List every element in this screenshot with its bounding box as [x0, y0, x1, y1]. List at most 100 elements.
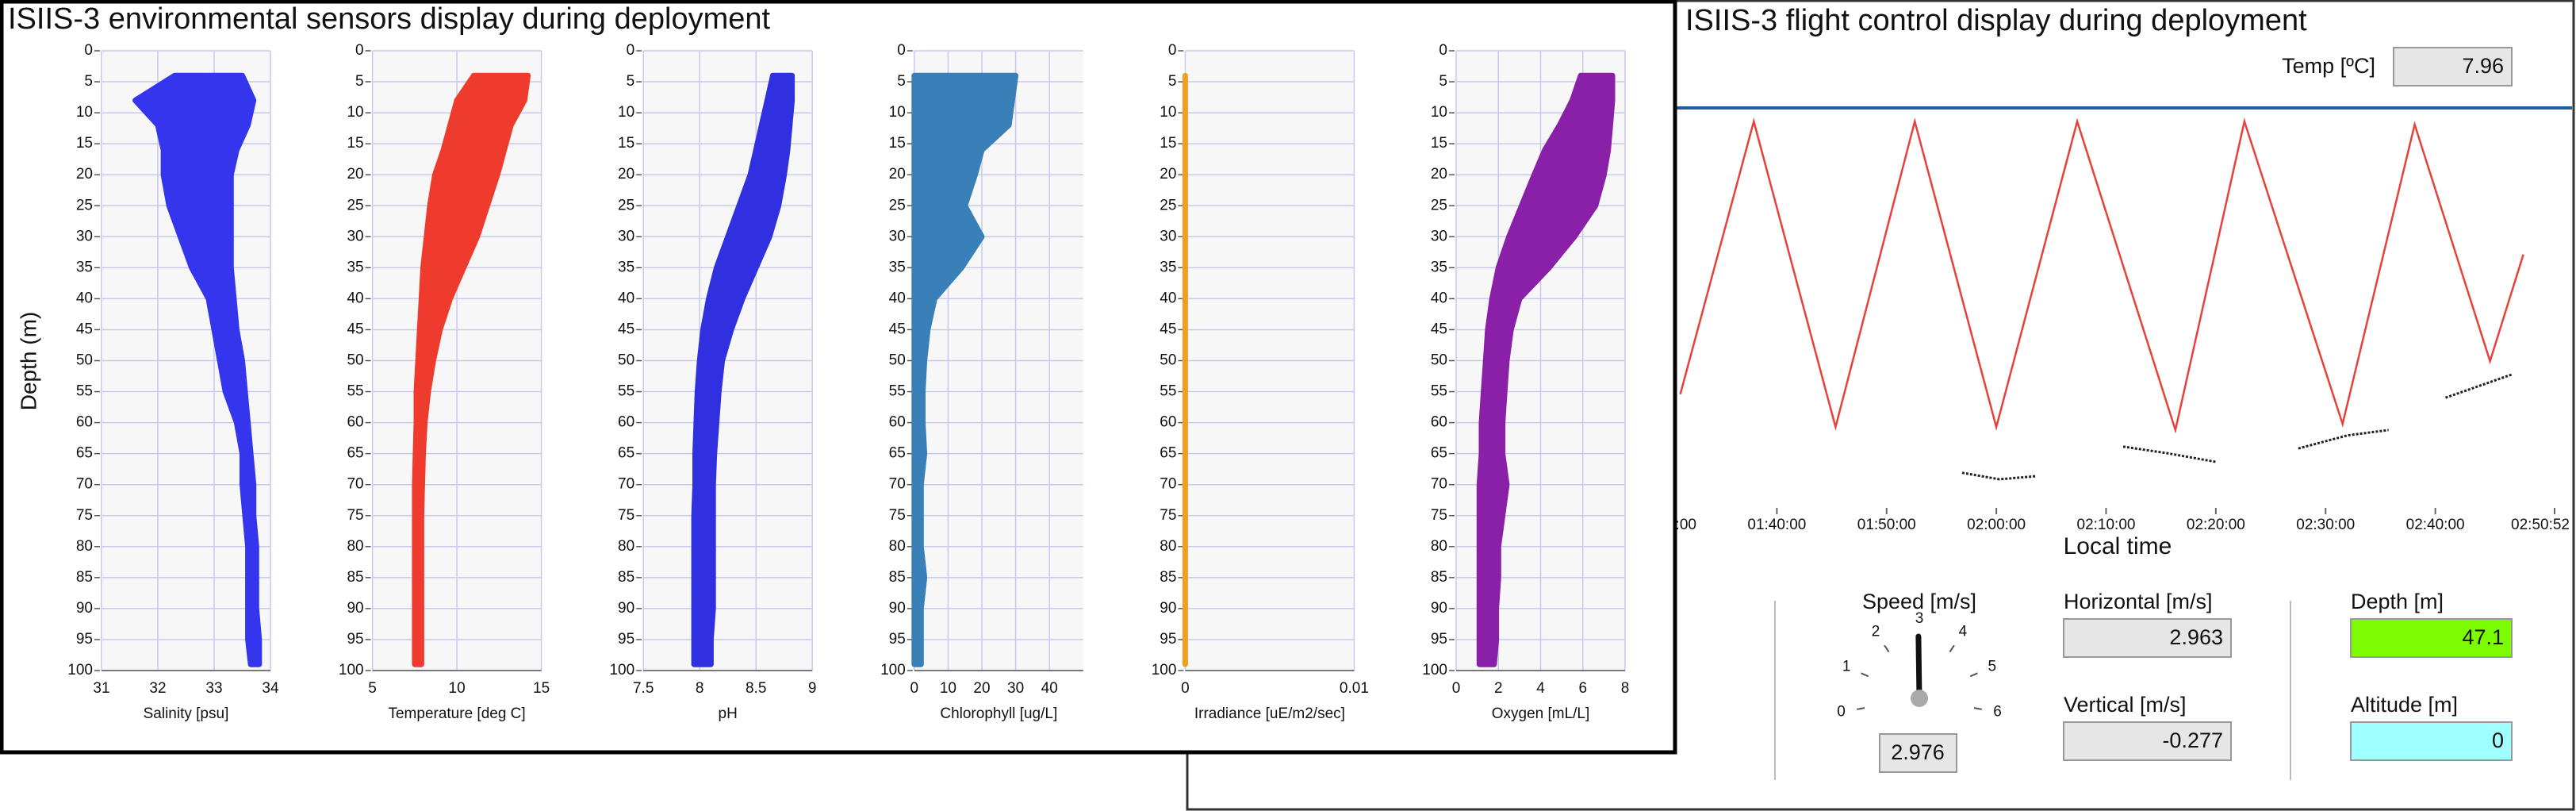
y-tick-label: 80: [347, 538, 363, 555]
profile-band: [1476, 72, 1616, 667]
y-tick-label: 5: [897, 73, 906, 90]
x-tick-label: 01:40:00: [1747, 517, 1806, 533]
y-tick-label: 10: [1160, 104, 1176, 121]
y-tick-label: 85: [618, 569, 634, 586]
x-tick-label: 33: [205, 680, 222, 697]
y-tick-label: 10: [889, 104, 906, 121]
y-tick-label: 35: [618, 259, 634, 275]
y-tick-label: 85: [1160, 569, 1176, 586]
trace-line: [1679, 117, 2524, 434]
gauge-knob: [1911, 690, 1928, 707]
y-tick-label: 5: [84, 73, 93, 90]
y-tick-label: 70: [889, 476, 906, 493]
y-tick-label: 20: [347, 166, 363, 183]
y-tick-label: 55: [76, 383, 93, 400]
y-tick-label: 45: [347, 321, 363, 337]
y-tick-label: 85: [76, 569, 93, 586]
gauge-tick-label: 4: [1959, 623, 1968, 640]
y-tick-label: 0: [84, 42, 93, 59]
y-tick-label: 90: [1160, 600, 1176, 617]
y-tick-label: 0: [627, 42, 635, 59]
y-tick-label: 15: [347, 135, 363, 152]
gauge-tick-label: 6: [1993, 703, 2002, 720]
readout-box: [2350, 721, 2513, 761]
gauge-tick: [1857, 707, 1865, 710]
y-tick-label: 50: [347, 352, 363, 369]
y-tick-label: 0: [355, 42, 364, 59]
x-tick-label: 02:30:00: [2296, 517, 2355, 533]
y-tick-label: 100: [880, 662, 906, 678]
y-tick-label: 30: [889, 228, 906, 244]
y-tick-label: 35: [1431, 259, 1447, 275]
sensors-window: ISIIS-3 environmental sensors display du…: [0, 0, 1677, 755]
x-tick-label: 02:50:52: [2511, 517, 2570, 533]
readout-value: 0: [2492, 728, 2504, 752]
y-tick-label: 55: [1431, 383, 1447, 400]
y-tick-label: 50: [618, 352, 634, 369]
y-tick-label: 40: [618, 290, 634, 306]
y-tick-label: 35: [347, 259, 363, 275]
y-tick-label: 45: [618, 321, 634, 337]
x-tick-label: 0.01: [1340, 680, 1369, 697]
y-tick-label: 95: [618, 631, 634, 648]
y-tick-label: 95: [889, 631, 906, 648]
speed-label: Speed [m/s]: [1862, 590, 1976, 613]
y-tick-label: 45: [76, 321, 93, 337]
y-tick-label: 80: [889, 538, 906, 555]
y-tick-label: 50: [1160, 352, 1176, 369]
y-tick-label: 55: [618, 383, 634, 400]
y-tick-label: 95: [1431, 631, 1447, 648]
y-tick-label: 15: [76, 135, 93, 152]
y-tick-label: 45: [1160, 321, 1176, 337]
y-axis-label: Depth (m): [16, 312, 40, 410]
readout-label: Depth [m]: [2351, 590, 2444, 613]
window-frame: [0, 0, 1677, 755]
y-tick-label: 25: [889, 197, 906, 213]
x-tick-label: 8.5: [746, 680, 766, 697]
y-tick-label: 65: [347, 445, 363, 462]
x-tick-label: 9: [808, 680, 817, 697]
profile-band: [412, 72, 531, 667]
y-tick-label: 80: [1160, 538, 1176, 555]
y-tick-label: 30: [1431, 228, 1447, 244]
y-tick-label: 5: [1168, 73, 1177, 90]
y-tick-label: 0: [897, 42, 906, 59]
y-tick-label: 100: [67, 662, 93, 678]
y-tick-label: 75: [889, 507, 906, 524]
y-tick-label: 20: [76, 166, 93, 183]
y-tick-label: 90: [76, 600, 93, 617]
readout-label: Vertical [m/s]: [2064, 693, 2187, 717]
y-tick-label: 55: [1160, 383, 1176, 400]
y-tick-label: 25: [618, 197, 634, 213]
y-tick-label: 65: [618, 445, 634, 462]
y-tick-label: 55: [889, 383, 906, 400]
y-tick-label: 85: [1431, 569, 1447, 586]
x-tick-label: 20: [973, 680, 990, 697]
profile-band: [911, 72, 1019, 667]
x-tick-label: 02:40:00: [2406, 517, 2465, 533]
y-tick-label: 0: [1439, 42, 1447, 59]
gauge-tick-label: 3: [1915, 610, 1924, 627]
x-tick-label: 34: [262, 680, 279, 697]
y-tick-label: 20: [889, 166, 906, 183]
y-tick-label: 75: [347, 507, 363, 524]
gauge-tick-label: 2: [1872, 623, 1880, 640]
y-tick-label: 30: [618, 228, 634, 244]
gauge-tick: [1861, 672, 1869, 678]
temp-label: Temp [ºC]: [2282, 54, 2375, 78]
readout-value: 2.963: [2169, 625, 2223, 649]
y-tick-label: 10: [76, 104, 93, 121]
y-tick-label: 80: [76, 538, 93, 555]
readout-value: -0.277: [2162, 728, 2223, 752]
y-tick-label: 40: [76, 290, 93, 306]
x-axis-label: Salinity [psu]: [144, 705, 229, 722]
y-tick-label: 70: [76, 476, 93, 493]
y-tick-label: 60: [618, 414, 634, 431]
y-tick-label: 75: [76, 507, 93, 524]
y-tick-label: 35: [889, 259, 906, 275]
x-tick-label: 0: [1181, 680, 1190, 697]
y-tick-label: 50: [76, 352, 93, 369]
x-tick-label: 30: [1007, 680, 1024, 697]
